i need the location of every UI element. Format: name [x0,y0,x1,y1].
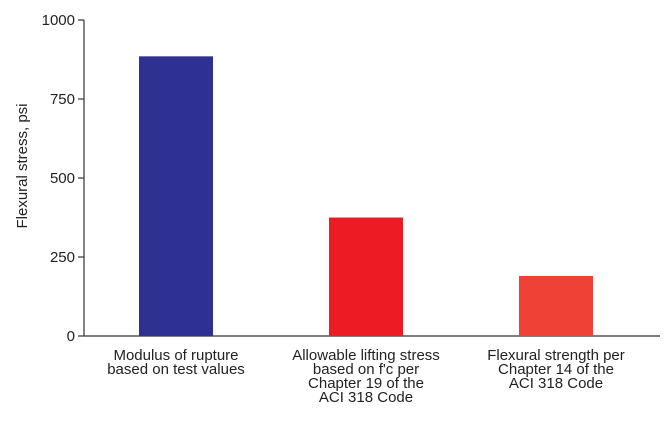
category-label-line: Flexural strength per [487,347,625,364]
y-tick-label: 250 [50,249,75,266]
category-label-line: ACI 318 Code [509,375,603,392]
y-tick-label: 0 [67,328,75,345]
category-label-3: Flexural strength per Chapter 14 of the AC… [487,347,625,392]
bar-2 [329,217,403,336]
category-label-line: ACI 318 Code [319,389,413,406]
y-tick-label: 500 [50,170,75,187]
y-tick-label: 1000 [42,12,75,29]
category-label-1: Modulus of rupture based on test values [107,347,245,378]
category-label-2: Allowable lifting stress based on f'c per… [292,347,440,406]
category-labels: Modulus of rupture based on test values Al… [107,347,625,406]
bar-1 [139,56,213,337]
category-label-line: Modulus of rupture [113,347,238,364]
category-label-line: based on test values [107,361,245,378]
category-label-line: Chapter 14 of the [498,361,614,378]
category-label-line: Allowable lifting stress [292,347,440,364]
category-label-line: Chapter 19 of the [308,375,424,392]
bar-3 [519,275,593,336]
category-label-line: based on f'c per [313,361,419,378]
y-tick-label: 750 [50,91,75,108]
y-axis-title: Flexural stress, psi [14,103,31,228]
y-axis: 0 250 500 750 1000 [42,12,85,345]
bars [139,56,593,337]
